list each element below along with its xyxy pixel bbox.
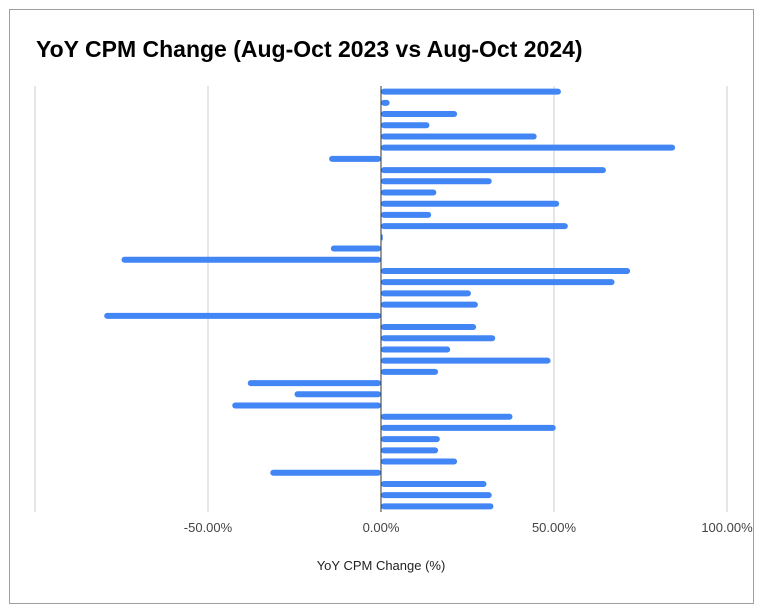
bar (381, 99, 390, 106)
bar (381, 178, 492, 185)
bar (121, 256, 381, 263)
bar (247, 380, 381, 387)
bar (381, 111, 458, 118)
bar (232, 402, 381, 409)
bar (381, 368, 439, 375)
bar (381, 267, 631, 274)
bar (294, 391, 381, 398)
bar (381, 324, 477, 331)
bar (381, 335, 496, 342)
chart-title: YoY CPM Change (Aug-Oct 2023 vs Aug-Oct … (36, 36, 583, 62)
bar (381, 200, 560, 207)
bar (381, 480, 487, 487)
bar (104, 312, 381, 319)
x-tick-label: 50.00% (532, 520, 577, 535)
bar (381, 88, 561, 95)
bar (330, 245, 381, 252)
bar (381, 424, 556, 431)
bar (381, 144, 676, 151)
bar (381, 279, 615, 286)
x-tick-label: 100.00% (701, 520, 753, 535)
bar (381, 346, 451, 353)
bar (381, 413, 513, 420)
bar (381, 167, 606, 174)
bar (381, 189, 437, 196)
bar (381, 223, 568, 230)
bar (381, 357, 551, 364)
bar (381, 301, 478, 308)
bars (104, 88, 676, 510)
gridlines (34, 86, 728, 512)
x-tick-label: -50.00% (184, 520, 233, 535)
bar (381, 436, 440, 443)
bar (381, 458, 458, 465)
bar (381, 503, 494, 510)
bar (381, 211, 432, 218)
bar (381, 122, 430, 129)
x-tick-label: 0.00% (363, 520, 400, 535)
x-axis-label: YoY CPM Change (%) (317, 558, 446, 573)
bar (329, 155, 381, 162)
bar (381, 447, 439, 454)
bar (381, 492, 492, 499)
x-tick-labels: -50.00% 0.00% 50.00% 100.00% (184, 520, 753, 535)
bar (381, 290, 471, 297)
bar (381, 133, 537, 140)
bar (270, 469, 381, 476)
